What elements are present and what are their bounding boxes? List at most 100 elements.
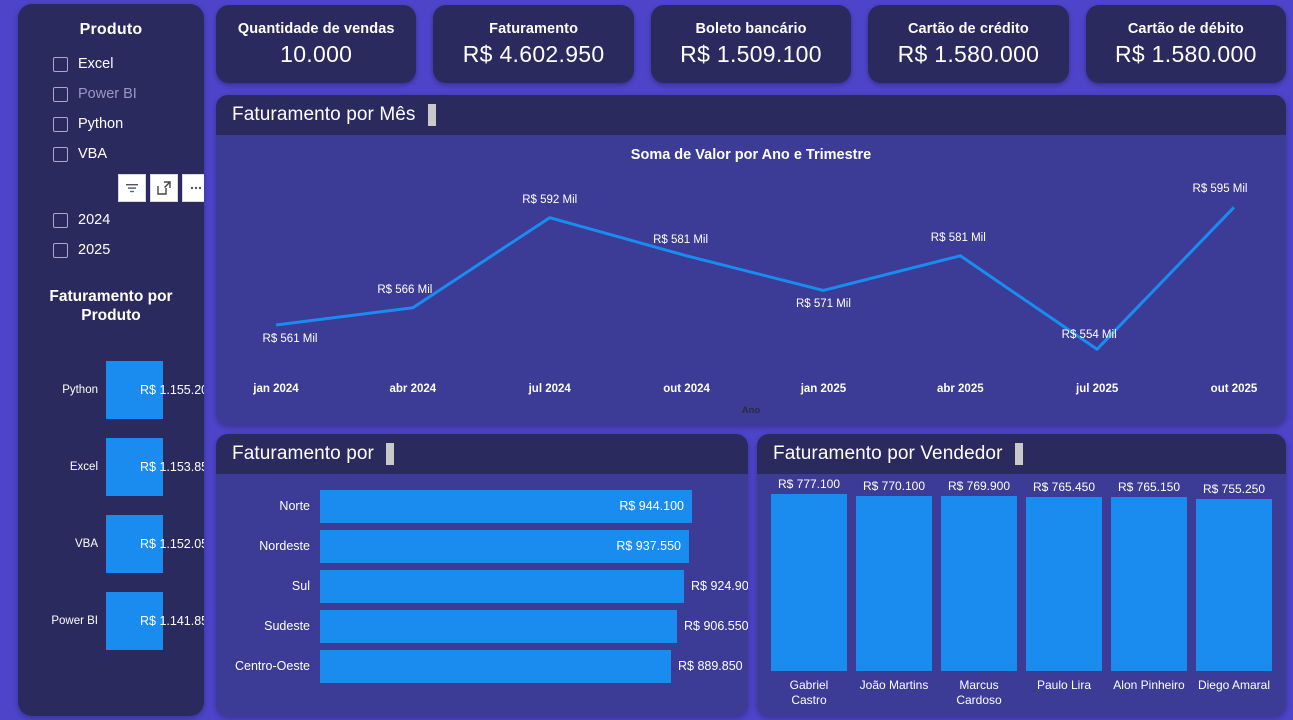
revenue-by-region-plot[interactable]: Norte R$ 944.100 Nordeste R$ 937.550 Sul R$ 9… xyxy=(216,474,748,716)
seller-column[interactable]: R$ 765.450 Paulo Lira xyxy=(1026,474,1102,710)
product-bar-category: Power BI xyxy=(51,614,98,627)
region-bar-row[interactable]: Centro-Oeste R$ 889.850 xyxy=(216,646,743,686)
region-bar-category: Sudeste xyxy=(264,619,310,633)
product-chart-title: Faturamento por Produto xyxy=(49,288,173,324)
product-bar-row[interactable]: Excel R$ 1.153.850 xyxy=(18,428,204,505)
kpi-card-row: Quantidade de vendas 10.000 Faturamento R$ … xyxy=(216,5,1287,83)
region-bar[interactable]: R$ 937.550 xyxy=(320,529,689,563)
filter-icon[interactable] xyxy=(118,174,146,202)
region-bar[interactable] xyxy=(320,609,677,643)
kpi-value: R$ 1.580.000 xyxy=(897,40,1040,67)
seller-bar[interactable] xyxy=(1026,497,1102,671)
focus-mode-icon[interactable] xyxy=(150,174,178,202)
product-bar-value: R$ 1.152.050 xyxy=(140,536,204,551)
line-x-tick: out 2025 xyxy=(1210,383,1258,395)
seller-bar[interactable] xyxy=(771,494,847,671)
left-sidebar: Produto Excel Power BI Python VBA xyxy=(18,4,204,716)
slicer-label-excel: Excel xyxy=(78,56,114,72)
product-bar-row[interactable]: VBA R$ 1.152.050 xyxy=(18,505,204,582)
product-bar-chart[interactable]: Python R$ 1.155.200 Excel R$ 1.153.850 VBA R$… xyxy=(18,351,204,659)
seller-bar[interactable] xyxy=(1111,497,1187,671)
checkbox-2025[interactable] xyxy=(53,242,68,258)
region-bar-row[interactable]: Sudeste R$ 906.550 xyxy=(216,606,748,646)
line-x-tick: out 2024 xyxy=(663,383,710,395)
checkbox-python[interactable] xyxy=(53,116,68,132)
checkbox-excel[interactable] xyxy=(53,56,68,72)
region-bar-value: R$ 906.550 xyxy=(684,619,748,633)
kpi-label: Boleto bancário xyxy=(695,20,807,37)
checkbox-power-bi[interactable] xyxy=(53,86,68,102)
kpi-card[interactable]: Faturamento R$ 4.602.950 xyxy=(433,5,634,83)
seller-name-label: Gabriel Castro xyxy=(789,678,829,707)
revenue-by-seller-header: Faturamento por Vendedor xyxy=(757,434,1286,474)
slicer-item-2025[interactable]: 2025 xyxy=(18,235,204,265)
line-point-label: R$ 566 Mil xyxy=(377,283,433,296)
kpi-card[interactable]: Cartão de débito R$ 1.580.000 xyxy=(1085,5,1287,83)
revenue-by-month-plot[interactable]: Soma de Valor por Ano e Trimestre R$ 561… xyxy=(216,135,1286,425)
more-options-icon[interactable] xyxy=(182,174,204,202)
product-bar-category: Python xyxy=(62,383,98,396)
revenue-by-month-header: Faturamento por Mês xyxy=(216,95,1286,135)
slicer-label-2025: 2025 xyxy=(78,242,111,258)
seller-bar[interactable] xyxy=(1196,499,1272,671)
region-bar-category: Norte xyxy=(279,499,310,513)
revenue-by-month-title: Faturamento por Mês xyxy=(232,104,416,125)
region-bar-row[interactable]: Norte R$ 944.100 xyxy=(216,486,740,526)
seller-column[interactable]: R$ 777.100 Gabriel Castro xyxy=(771,474,847,710)
product-bar-category: VBA xyxy=(74,537,98,550)
slicer-item-power-bi[interactable]: Power BI xyxy=(18,79,204,109)
kpi-value: R$ 1.509.100 xyxy=(680,40,822,67)
seller-column[interactable]: R$ 770.100 João Martins xyxy=(856,474,932,710)
checkbox-2024[interactable] xyxy=(53,212,68,228)
revenue-by-region-header: Faturamento por xyxy=(216,434,748,474)
kpi-card[interactable]: Boleto bancário R$ 1.509.100 xyxy=(650,5,852,83)
product-bar[interactable] xyxy=(106,591,163,650)
region-bar-row[interactable]: Sul R$ 924.900 xyxy=(216,566,748,606)
seller-name-label: Paulo Lira xyxy=(1036,678,1092,692)
seller-value-label: R$ 769.900 xyxy=(947,479,1011,493)
product-bar[interactable] xyxy=(106,514,163,573)
region-bar-value: R$ 937.550 xyxy=(616,539,681,553)
region-bar-value: R$ 889.850 xyxy=(678,659,743,673)
line-x-tick: jan 2025 xyxy=(800,383,847,395)
kpi-card[interactable]: Cartão de crédito R$ 1.580.000 xyxy=(868,5,1069,83)
line-point-label: R$ 595 Mil xyxy=(1192,183,1248,196)
region-bar[interactable]: R$ 944.100 xyxy=(320,489,692,523)
seller-value-label: R$ 765.150 xyxy=(1117,480,1181,494)
region-bar[interactable] xyxy=(320,649,671,683)
text-cursor-indicator xyxy=(385,443,394,465)
product-bar-row[interactable]: Power BI R$ 1.141.850 xyxy=(18,582,204,659)
product-bar-row[interactable]: Python R$ 1.155.200 xyxy=(18,351,204,428)
slicer-label-python: Python xyxy=(78,116,124,132)
revenue-by-month-panel: Faturamento por Mês Soma de Valor por An… xyxy=(216,95,1286,425)
region-bar-row[interactable]: Nordeste R$ 937.550 xyxy=(216,526,740,566)
seller-column[interactable]: R$ 769.900 Marcus Cardoso xyxy=(941,474,1017,710)
slicer-item-python[interactable]: Python xyxy=(18,109,204,139)
slicer-label-2024: 2024 xyxy=(78,212,111,228)
seller-value-label: R$ 765.450 xyxy=(1032,480,1096,494)
revenue-by-seller-title: Faturamento por Vendedor xyxy=(773,443,1003,464)
checkbox-vba[interactable] xyxy=(53,146,68,162)
product-bar[interactable] xyxy=(106,360,163,419)
product-bar[interactable] xyxy=(106,437,163,496)
line-path xyxy=(275,206,1236,351)
seller-name-label: Diego Amaral xyxy=(1197,678,1271,692)
line-point-label: R$ 581 Mil xyxy=(930,231,986,244)
product-bar-value: R$ 1.153.850 xyxy=(140,459,204,474)
line-point-label: R$ 561 Mil xyxy=(262,333,318,345)
line-chart-title: Soma de Valor por Ano e Trimestre xyxy=(630,147,872,163)
revenue-by-seller-plot[interactable]: R$ 777.100 Gabriel Castro R$ 770.100 João M… xyxy=(757,474,1286,716)
kpi-card[interactable]: Quantidade de vendas 10.000 xyxy=(216,5,417,83)
seller-column[interactable]: R$ 765.150 Alon Pinheiro xyxy=(1111,474,1187,710)
seller-column[interactable]: R$ 755.250 Diego Amaral xyxy=(1196,474,1272,710)
line-x-tick: abr 2025 xyxy=(936,383,984,395)
text-cursor-indicator xyxy=(427,104,436,126)
region-bar[interactable] xyxy=(320,569,684,603)
revenue-by-seller-panel: Faturamento por Vendedor R$ 777.100 Gabri… xyxy=(757,434,1286,716)
visual-hover-toolbar xyxy=(118,174,204,202)
slicer-item-vba[interactable]: VBA xyxy=(18,139,204,169)
slicer-item-2024[interactable]: 2024 xyxy=(18,205,204,235)
seller-bar[interactable] xyxy=(941,496,1017,671)
slicer-item-excel[interactable]: Excel xyxy=(18,49,204,79)
seller-bar[interactable] xyxy=(856,496,932,671)
